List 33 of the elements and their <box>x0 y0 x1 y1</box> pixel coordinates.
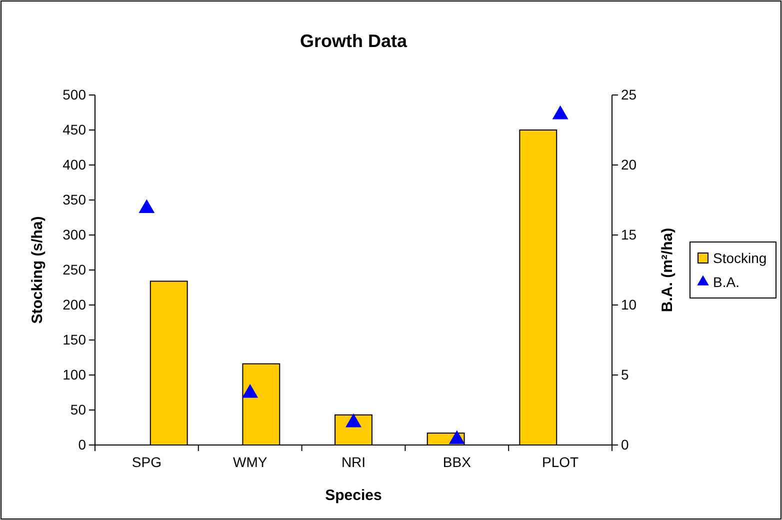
y-tick-label: 450 <box>62 121 86 138</box>
x-tick-label: WMY <box>232 454 268 470</box>
y2-tick-label: 20 <box>621 156 637 172</box>
point <box>242 384 258 398</box>
point <box>552 105 568 120</box>
point <box>346 413 362 428</box>
y-tick-label: 0 <box>78 436 86 452</box>
y-tick-label: 300 <box>62 226 86 242</box>
y-tick-label: 500 <box>62 86 86 102</box>
y-tick-label: 350 <box>62 191 86 208</box>
y-tick-label: 200 <box>62 296 86 312</box>
y2-tick-label: 0 <box>621 436 629 452</box>
x-tick-label: PLOT <box>542 454 580 470</box>
point <box>138 199 155 213</box>
y2-tick-label: 5 <box>621 366 629 382</box>
y2-axis-title: B.A. (m²/ha) <box>659 228 676 312</box>
x-axis-title: Species <box>325 487 382 504</box>
x-tick-label: SPG <box>132 454 162 470</box>
point <box>448 430 465 444</box>
chart-title: Growth Data <box>300 31 408 51</box>
legend-label: Stocking <box>713 250 767 266</box>
y-tick-label: 100 <box>62 366 86 382</box>
y-tick-label: 50 <box>70 401 86 418</box>
x-tick-label: NRI <box>341 454 366 470</box>
y2-tick-label: 10 <box>621 296 637 312</box>
y-tick-label: 400 <box>62 156 86 172</box>
legend-label: B.A. <box>713 274 740 290</box>
y2-tick-label: 25 <box>621 86 637 102</box>
y-tick-label: 150 <box>62 331 86 348</box>
x-tick-label: BBX <box>442 454 472 470</box>
y-tick-label: 250 <box>62 261 86 278</box>
y-axis-title: Stocking (s/ha) <box>29 216 46 324</box>
y2-tick-label: 15 <box>621 226 637 242</box>
